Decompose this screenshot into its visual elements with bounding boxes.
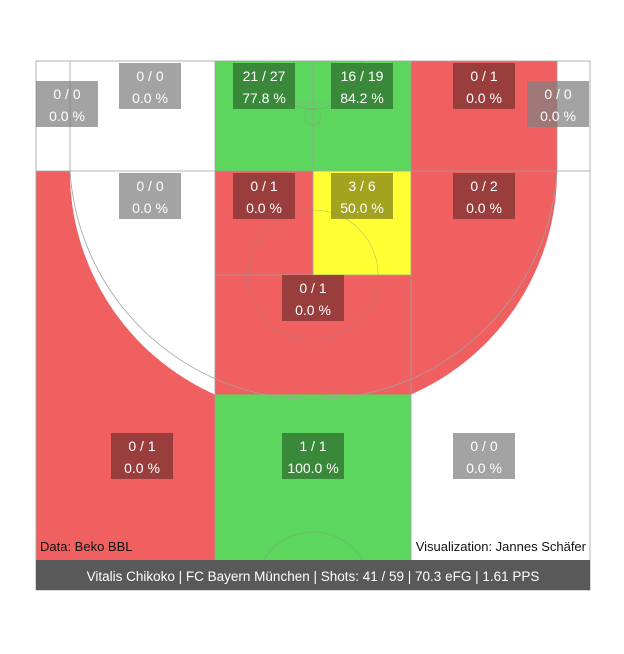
zone-labels: 0 / 0 0.0 % 0 / 0 0.0 % 21 / 27 77.8 % 16 / 19…: [36, 63, 589, 479]
zone-fg-count: 21 / 27: [243, 68, 286, 84]
zone-label-short-right-baseline: 0 / 1 0.0 %: [453, 63, 515, 109]
zone-fg-pct: 0.0 %: [124, 460, 160, 476]
zone-fg-count: 0 / 1: [250, 178, 277, 194]
zone-label-box: [527, 81, 589, 127]
three-point-arc: [69, 170, 558, 400]
zone-label-box: [453, 173, 515, 219]
zone-fg-pct: 0.0 %: [132, 90, 168, 106]
zone-label-box: [36, 81, 98, 127]
zone-label-three-right: 0 / 0 0.0 %: [453, 433, 515, 479]
hoop: [304, 108, 322, 126]
zone-fg-count: 3 / 6: [348, 178, 375, 194]
zone-fg-count: 16 / 19: [341, 68, 384, 84]
zone-label-three-left: 0 / 1 0.0 %: [111, 433, 173, 479]
zone-fg-pct: 0.0 %: [49, 108, 85, 124]
zone-label-box: [233, 63, 295, 109]
zone-three-left: [36, 171, 215, 590]
zone-fg-count: 0 / 2: [470, 178, 497, 194]
zone-label-box: [331, 63, 393, 109]
zone-fg-count: 0 / 0: [136, 68, 163, 84]
zone-fg-pct: 0.0 %: [295, 302, 331, 318]
zone-fg-count: 1 / 1: [299, 438, 326, 454]
source-credit: Data: Beko BBL: [40, 539, 133, 554]
zone-label-midrange-top: 0 / 1 0.0 %: [282, 275, 344, 321]
zone-fg-count: 0 / 1: [299, 280, 326, 296]
zone-label-box: [233, 173, 295, 219]
zone-label-box: [282, 433, 344, 479]
zone-label-corner-left-upper: 0 / 0 0.0 %: [36, 81, 98, 127]
zone-fg-pct: 0.0 %: [540, 108, 576, 124]
zone-fg-count: 0 / 0: [544, 86, 571, 102]
zone-label-box: [453, 63, 515, 109]
zone-fg-pct: 84.2 %: [340, 90, 384, 106]
zone-fg-pct: 50.0 %: [340, 200, 384, 216]
zone-midrange-top: [215, 275, 411, 415]
zone-fg-count: 0 / 0: [136, 178, 163, 194]
zone-fg-pct: 0.0 %: [246, 200, 282, 216]
zone-label-restricted-right: 16 / 19 84.2 %: [331, 63, 393, 109]
zone-label-box: [119, 63, 181, 109]
zone-label-box: [111, 433, 173, 479]
zone-label-midrange-right-wing: 0 / 2 0.0 %: [453, 173, 515, 219]
zone-fg-pct: 0.0 %: [466, 90, 502, 106]
zone-fg-pct: 0.0 %: [132, 200, 168, 216]
zone-fg-pct: 100.0 %: [287, 460, 338, 476]
zone-label-paint-left: 0 / 1 0.0 %: [233, 173, 295, 219]
zone-three-right: [411, 171, 590, 590]
zone-label-midrange-left-wing: 0 / 0 0.0 %: [119, 173, 181, 219]
zone-fg-pct: 0.0 %: [466, 460, 502, 476]
zone-label-box: [282, 275, 344, 321]
zone-fg-pct: 77.8 %: [242, 90, 286, 106]
author-credit: Visualization: Jannes Schäfer: [416, 539, 587, 554]
zone-fg-count: 0 / 1: [128, 438, 155, 454]
zone-label-paint-right: 3 / 6 50.0 %: [331, 173, 393, 219]
free-throw-circle: [247, 209, 379, 341]
zone-midrange-left-wing: [69, 171, 215, 395]
zone-label-box: [119, 173, 181, 219]
zone-label-restricted-left: 21 / 27 77.8 %: [233, 63, 295, 109]
footer-bar: [36, 560, 590, 590]
zone-label-corner-right-upper: 0 / 0 0.0 %: [527, 81, 589, 127]
zone-fg-pct: 0.0 %: [466, 200, 502, 216]
zone-fg-count: 0 / 0: [53, 86, 80, 102]
zone-label-box: [331, 173, 393, 219]
chart-title: Vitalis Chikoko | FC Bayern München | Sh…: [87, 569, 540, 584]
zone-midrange-right-wing: [411, 171, 557, 395]
zone-three-center: [215, 394, 411, 590]
zone-fg-count: 0 / 1: [470, 68, 497, 84]
zone-fg-count: 0 / 0: [470, 438, 497, 454]
zone-label-wing-left-three: 0 / 0 0.0 %: [119, 63, 181, 109]
zone-label-three-center: 1 / 1 100.0 %: [282, 433, 344, 479]
zone-label-box: [453, 433, 515, 479]
